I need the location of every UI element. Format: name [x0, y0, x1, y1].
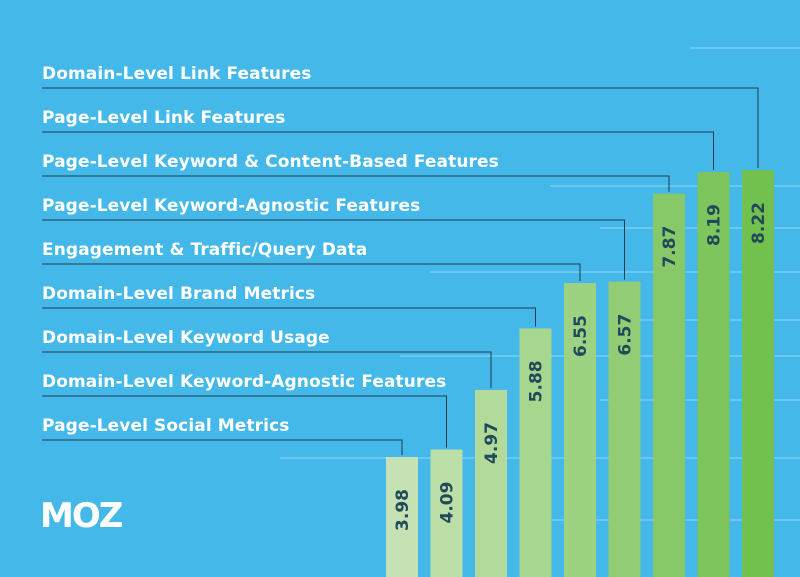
category-label-text: Page-Level Link Features	[42, 108, 286, 128]
bar-value-label: 7.87	[660, 226, 680, 268]
leader-line	[42, 131, 714, 171]
bar-value-label: 4.97	[482, 422, 502, 464]
category-label-text: Domain-Level Brand Metrics	[42, 284, 316, 304]
leader-line	[42, 307, 536, 327]
bar	[697, 172, 730, 577]
category-label: Engagement & Traffic/Query Data	[42, 240, 367, 260]
category-label: Domain-Level Link Features	[42, 64, 311, 84]
category-label: Domain-Level Keyword Usage	[42, 328, 330, 348]
bar	[475, 389, 507, 577]
category-label-text: Domain-Level Link Features	[42, 64, 312, 84]
bar	[653, 193, 685, 577]
bar	[564, 283, 596, 577]
category-label-text: Page-Level Keyword & Content-Based Featu…	[42, 152, 499, 172]
moz-logo: MOZ	[40, 496, 123, 536]
category-label: Domain-Level Brand Metrics	[42, 284, 315, 304]
bar	[742, 170, 774, 577]
category-label-text: Domain-Level Keyword-Agnostic Features	[42, 372, 447, 392]
category-label: Domain-Level Keyword-Agnostic Features	[42, 372, 446, 392]
bar-value-label: 5.88	[527, 360, 547, 402]
bar-value-label: 6.57	[616, 314, 636, 356]
leader-line	[42, 87, 759, 168]
leader-line	[42, 351, 492, 388]
bar-value-label: 3.98	[393, 489, 413, 531]
bar	[519, 328, 552, 577]
leader-line	[42, 439, 403, 455]
bar-value-label: 8.22	[749, 202, 769, 244]
leader-line	[42, 175, 670, 192]
category-label-text: Page-Level Social Metrics	[42, 416, 290, 436]
bar	[386, 457, 418, 577]
bar-value-label: 8.19	[705, 204, 725, 246]
bar	[430, 449, 463, 577]
category-label-text: Engagement & Traffic/Query Data	[42, 240, 368, 260]
bar-value-label: 6.55	[571, 315, 591, 357]
category-label: Page-Level Social Metrics	[42, 416, 289, 436]
category-label-text: Page-Level Keyword-Agnostic Features	[42, 196, 421, 216]
bar-value-label: 4.09	[438, 482, 458, 524]
category-label: Page-Level Link Features	[42, 108, 286, 128]
category-label: Page-Level Keyword & Content-Based Featu…	[42, 152, 499, 172]
category-label: Page-Level Keyword-Agnostic Features	[42, 196, 420, 216]
category-label-text: Domain-Level Keyword Usage	[42, 328, 330, 348]
leader-line	[42, 219, 625, 280]
leader-line	[42, 263, 581, 282]
bar	[608, 281, 641, 577]
leader-line	[42, 395, 447, 448]
